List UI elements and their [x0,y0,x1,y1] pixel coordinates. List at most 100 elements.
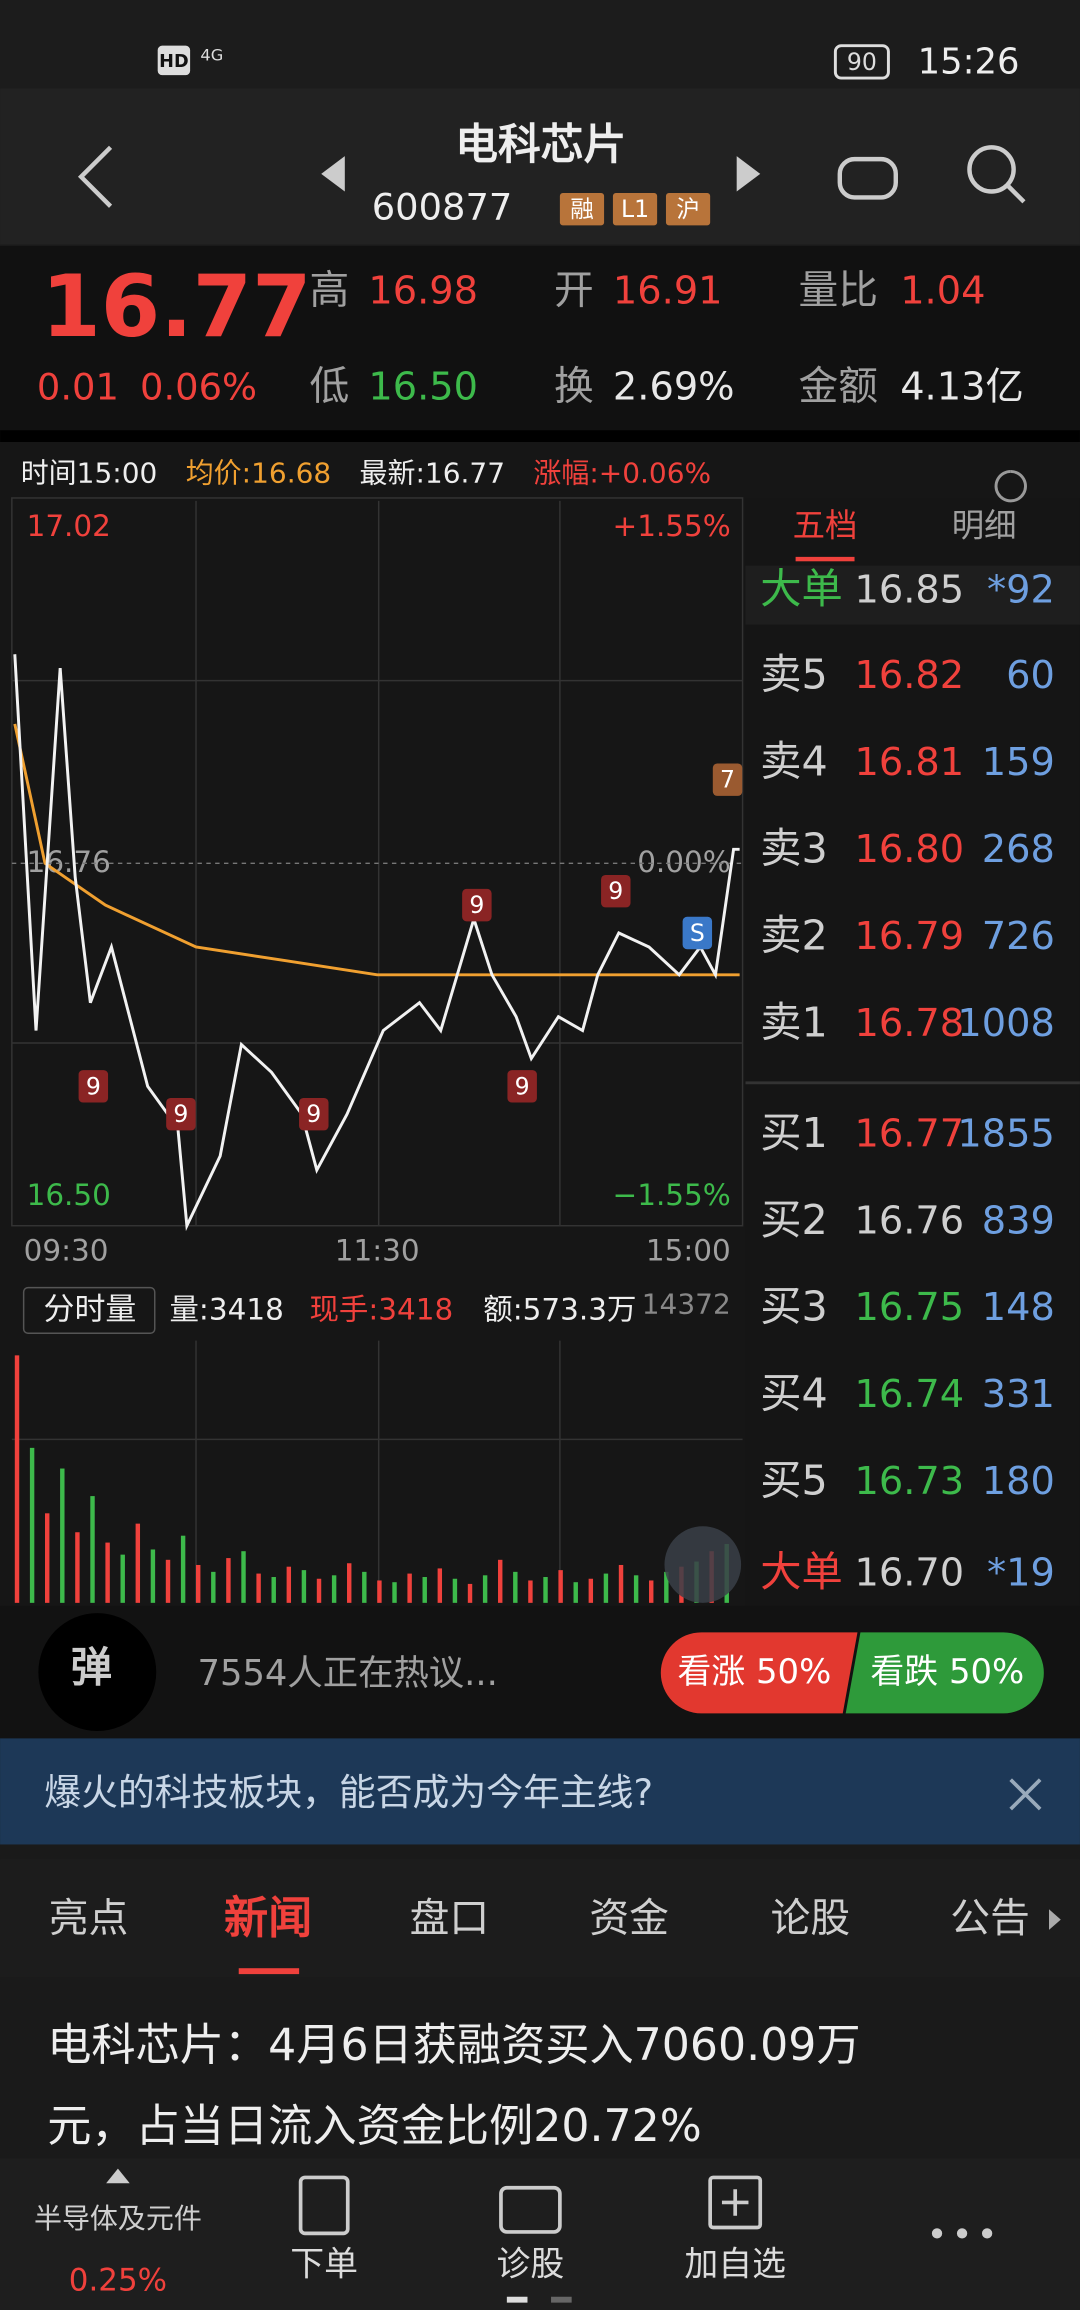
signal-label: 7 [720,766,735,794]
volume-bar [573,1582,578,1603]
stock-name: 电科芯片 [455,120,626,170]
expand-button[interactable] [664,1526,742,1603]
tag [612,192,658,226]
volume-bar [558,1570,563,1603]
prev-icon[interactable] [321,156,345,192]
close-icon[interactable] [1009,1778,1042,1811]
book-price: 16.85 [855,568,965,613]
tab[interactable]: 新闻 [224,1893,312,1944]
sector[interactable]: 半导体及元件 [34,2202,202,2235]
field-label: 换 [554,363,594,409]
book-price: 16.76 [855,1198,965,1243]
volume-bar [29,1447,35,1603]
tab[interactable]: 亮点 [49,1896,129,1942]
volume-bar [60,1468,65,1603]
x-tick-label: 11:30 [335,1234,420,1268]
order-icon[interactable] [298,2175,350,2236]
volume-bar [120,1554,125,1603]
info-pct: 涨幅:+0.06% [533,456,711,489]
next-icon[interactable] [736,156,761,192]
change-pct: 0.06% [140,365,257,408]
banner[interactable] [0,1738,1080,1845]
y-tick-label: 16.50 [27,1178,111,1212]
sector-arrow [106,2168,130,2184]
tab[interactable]: 盘口 [410,1896,490,1942]
add-icon[interactable] [708,2175,763,2230]
vol-max: 14372 [642,1287,731,1320]
book-tab[interactable]: 五档 [793,506,858,544]
book-volume: 148 [982,1285,1055,1330]
search-icon-handle [1006,184,1026,204]
book-tab[interactable]: 明细 [952,506,1017,544]
book-volume: 180 [982,1459,1055,1504]
book-volume: 60 [1006,653,1055,698]
pct-label: +1.55% [613,509,731,543]
nav-item[interactable]: 加自选 [684,2244,786,2283]
tab-underline [795,556,855,562]
book-label: 卖3 [760,825,828,873]
volume-bar [422,1577,427,1603]
tag-label: 沪 [676,195,700,223]
book-volume: 268 [982,827,1055,872]
badge: 弹 [71,1644,112,1692]
y-tick-label: 17.02 [27,509,111,543]
battery: 90 [847,48,877,76]
tab[interactable]: 论股 [771,1896,851,1942]
volume-bar [362,1571,367,1603]
vote-up[interactable] [660,1632,858,1714]
vote-down-label: 看跌 50% [870,1652,1024,1691]
book-price: 16.79 [855,914,965,959]
vol-amount: 量:3418 [169,1293,283,1327]
book-price: 16.78 [855,1001,965,1046]
tab[interactable]: 公告 [950,1896,1030,1942]
nav-item[interactable]: 诊股 [497,2244,565,2283]
info-latest: 最新:16.77 [360,456,506,489]
book-label: 买5 [760,1457,828,1505]
clock: 15:26 [918,41,1020,82]
field-label: 低 [309,363,349,409]
book-label: 买2 [760,1196,828,1244]
pct-label: −1.55% [613,1178,731,1212]
more-icon[interactable] [931,2228,993,2239]
book-volume: 726 [982,914,1055,959]
order-book [745,497,1080,1606]
volume-bar [513,1571,518,1603]
chart-frame [11,497,744,1227]
volume-bar [286,1566,292,1603]
volume-bar [633,1575,639,1603]
volume-bar [498,1559,503,1603]
more-tabs[interactable] [1048,1909,1061,1930]
volume-bar [331,1575,337,1603]
volume-bar [135,1523,141,1603]
vol-tab: 分时量 [44,1292,137,1328]
book-label: 卖4 [760,738,828,786]
field-label: 量比 [799,268,879,314]
book-label: 卖1 [760,998,828,1046]
news-line: 元，占当日流入资金比例20.72% [47,2101,702,2152]
vol-tab-box [22,1286,156,1334]
vote-down[interactable] [845,1632,1044,1714]
back-icon[interactable] [77,145,113,208]
discuss-text[interactable]: 7554人正在热议... [197,1653,497,1694]
book-label: 买1 [760,1109,828,1157]
volume-bar [301,1570,307,1603]
book-volume: 1855 [957,1111,1054,1156]
diagnose-icon[interactable] [499,2185,562,2234]
search-icon[interactable] [967,145,1016,194]
news[interactable] [0,1981,1080,2159]
vol-money: 额:573.3万 [483,1293,636,1327]
tab[interactable]: 资金 [589,1896,669,1942]
page-dot [506,2296,528,2303]
settings-icon[interactable] [994,469,1027,503]
volume-bar [256,1573,261,1603]
nav-item[interactable]: 下单 [290,2244,358,2283]
signal [462,888,492,922]
robot-icon[interactable] [837,156,898,200]
volume-bar [437,1568,443,1603]
field-label: 开 [554,268,594,314]
tag-label: 融 [570,195,594,223]
signal-label: 9 [608,877,623,905]
x-tick-label: 09:30 [24,1234,109,1268]
